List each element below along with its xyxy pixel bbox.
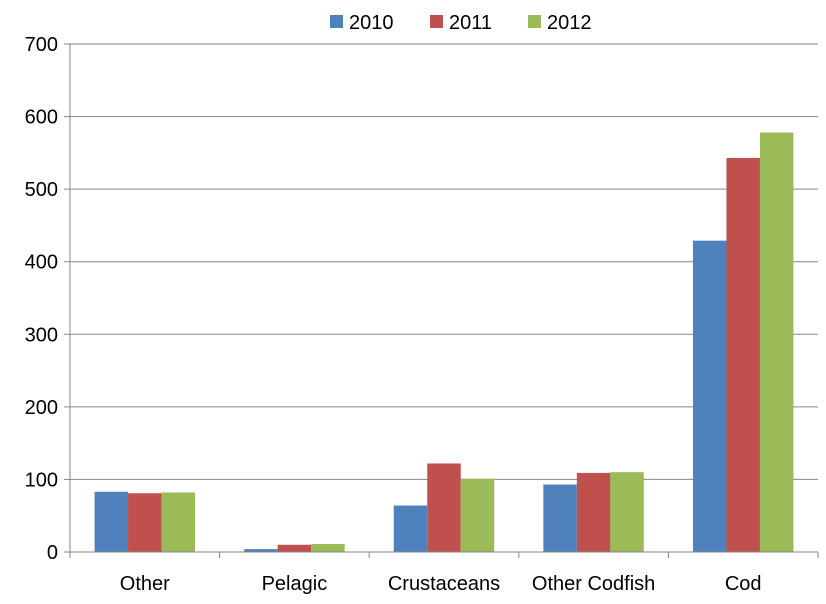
y-tick-label: 300	[25, 324, 58, 346]
legend-swatch	[430, 15, 443, 28]
bar-2011-pelagic	[277, 544, 312, 552]
y-tick-label: 100	[25, 469, 58, 491]
y-tick-label: 200	[25, 397, 58, 419]
legend-swatch	[330, 15, 343, 28]
legend-item-2011: 2011	[430, 12, 492, 34]
bars	[94, 132, 794, 553]
bar-2012-other	[161, 492, 196, 552]
legend-label: 2012	[547, 12, 592, 34]
bar-2012-other-codfish	[610, 472, 644, 552]
x-tick-label: Cod	[725, 573, 762, 595]
bar-2011-other-codfish	[576, 472, 611, 552]
y-tick-label: 400	[25, 252, 58, 274]
legend-label: 2011	[449, 12, 492, 34]
bar-2010-cod	[692, 240, 727, 552]
bar-2012-pelagic	[311, 544, 345, 552]
y-tick-label: 700	[25, 34, 58, 56]
legend: 2010 2011 2012	[330, 12, 592, 34]
bar-2011-other	[128, 493, 162, 552]
bar-2010-other	[94, 491, 129, 552]
x-tick-label: Pelagic	[262, 573, 328, 595]
bar-2011-crustaceans	[427, 463, 461, 552]
y-tick-labels: 0 100 200 300 400 500 600 700	[25, 34, 58, 564]
gridlines	[70, 43, 818, 480]
x-tick-label: Crustaceans	[388, 573, 500, 595]
x-tick-labels: Other Pelagic Crustaceans Other Codfish Cod	[120, 573, 762, 595]
bar-2012-crustaceans	[460, 478, 495, 552]
y-tick-label: 600	[25, 107, 58, 129]
legend-label: 2010	[349, 12, 394, 34]
y-tick-label: 500	[25, 179, 58, 201]
bar-2010-pelagic	[244, 549, 278, 552]
bar-2011-cod	[726, 157, 760, 553]
legend-swatch	[528, 15, 541, 28]
legend-item-2010: 2010	[330, 12, 394, 34]
bar-2012-cod	[759, 132, 794, 552]
legend-item-2012: 2012	[528, 12, 592, 34]
axes	[64, 43, 819, 558]
bar-2010-other-codfish	[543, 484, 577, 552]
x-tick-label: Other Codfish	[532, 573, 655, 595]
bar-2010-crustaceans	[393, 505, 428, 552]
y-tick-label: 0	[47, 542, 58, 564]
x-tick-label: Other	[120, 573, 170, 595]
